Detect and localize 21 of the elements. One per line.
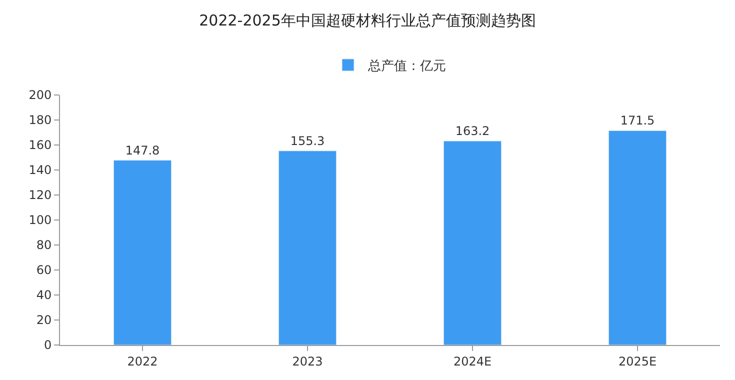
y-tick-label: 160 — [28, 138, 52, 152]
x-tick-label: 2023 — [292, 354, 323, 368]
y-tick-label: 100 — [28, 213, 52, 228]
y-tick-label: 60 — [36, 263, 52, 278]
y-tick-label: 40 — [36, 288, 52, 302]
data-label: 171.5 — [620, 114, 655, 128]
x-tick-label: 2022 — [127, 354, 158, 368]
legend-label: 总产值：亿元 — [367, 59, 446, 74]
data-label: 155.3 — [290, 134, 325, 148]
data-label: 163.2 — [455, 124, 490, 138]
y-tick-label: 0 — [44, 338, 52, 352]
x-tick-label: 2025E — [618, 354, 657, 368]
y-tick-label: 200 — [28, 88, 52, 102]
y-tick-label: 140 — [28, 163, 52, 178]
x-tick-label: 2024E — [453, 354, 492, 368]
y-tick-label: 80 — [36, 238, 52, 252]
y-tick-label: 180 — [28, 113, 52, 128]
data-label: 147.8 — [125, 143, 160, 158]
chart-title: 2022-2025年中国超硬材料行业总产值预测趋势图 — [199, 12, 536, 30]
y-tick-label: 120 — [28, 188, 52, 202]
y-tick-label: 20 — [36, 313, 52, 328]
